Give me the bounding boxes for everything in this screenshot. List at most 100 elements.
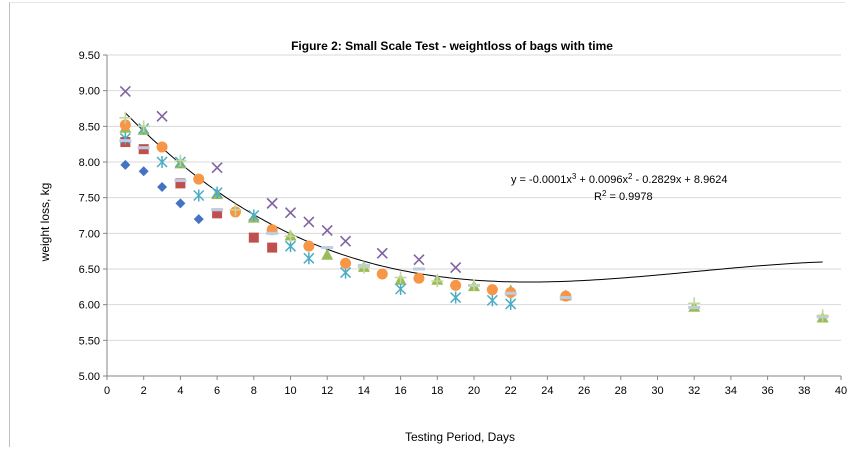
x-marker xyxy=(119,85,131,97)
y-tick-label: 6.50 xyxy=(79,264,100,276)
triangle-marker xyxy=(321,248,334,260)
diamond-marker xyxy=(157,181,168,192)
square-marker xyxy=(248,232,259,243)
diamond-marker xyxy=(138,166,149,177)
plus-marker xyxy=(174,154,187,167)
circle-marker xyxy=(340,257,352,269)
x-tick-label: 20 xyxy=(468,385,480,397)
plus-marker xyxy=(119,111,132,124)
x-tick-label: 18 xyxy=(431,385,443,397)
x-marker xyxy=(303,216,315,228)
star-marker xyxy=(505,297,517,310)
star-marker xyxy=(395,282,407,295)
plus-marker xyxy=(357,261,370,274)
x-tick-label: 34 xyxy=(725,385,737,397)
x-axis-title: Testing Period, Days xyxy=(405,430,515,444)
square-marker xyxy=(267,242,278,253)
dash-marker xyxy=(559,296,572,300)
plus-marker xyxy=(229,203,242,216)
diamond-marker xyxy=(193,214,204,225)
circle-marker xyxy=(450,279,462,291)
dash-marker xyxy=(412,267,425,271)
x-tick-label: 28 xyxy=(615,385,627,397)
star-marker xyxy=(211,186,223,199)
x-tick-label: 36 xyxy=(761,385,773,397)
circle-marker xyxy=(156,141,168,153)
x-tick-label: 32 xyxy=(688,385,700,397)
square-marker xyxy=(175,178,186,189)
plus-marker xyxy=(816,309,829,322)
plus-marker xyxy=(284,230,297,243)
x-marker xyxy=(450,262,462,274)
star-marker xyxy=(303,252,315,265)
x-tick-label: 24 xyxy=(541,385,553,397)
circle-marker xyxy=(119,119,131,131)
y-tick-label: 8.50 xyxy=(79,121,100,133)
y-tick-label: 6.00 xyxy=(79,300,100,312)
y-tick-label: 5.00 xyxy=(79,371,100,383)
circle-marker xyxy=(303,240,315,252)
dash-marker xyxy=(119,139,132,143)
star-marker xyxy=(248,209,260,222)
x-tick-label: 8 xyxy=(251,385,257,397)
trendline-equation: y = -0.0001x3 + 0.0096x2 - 0.2829x + 8.9… xyxy=(511,172,728,187)
x-tick-label: 0 xyxy=(104,385,110,397)
circle-marker xyxy=(413,272,425,284)
x-tick-label: 10 xyxy=(284,385,296,397)
x-tick-label: 2 xyxy=(141,385,147,397)
x-tick-label: 26 xyxy=(578,385,590,397)
y-tick-label: 8.00 xyxy=(79,157,100,169)
circle-marker xyxy=(486,284,498,296)
plus-marker xyxy=(431,275,444,288)
star-marker xyxy=(156,156,168,168)
plus-marker xyxy=(468,279,480,292)
y-tick-label: 9.00 xyxy=(79,86,100,98)
dash-marker xyxy=(137,146,150,150)
x-marker xyxy=(339,235,352,247)
data-points xyxy=(119,85,829,323)
x-tick-label: 38 xyxy=(798,385,810,397)
x-tick-label: 30 xyxy=(651,385,663,397)
trendline-r-squared: R2 = 0.9978 xyxy=(594,189,653,204)
square-marker xyxy=(212,208,223,219)
dash-marker xyxy=(504,291,517,295)
x-tick-label: 4 xyxy=(177,385,183,397)
x-tick-label: 6 xyxy=(214,385,220,397)
plus-marker xyxy=(137,120,150,133)
circle-marker xyxy=(376,268,388,280)
star-marker xyxy=(193,189,205,202)
x-tick-label: 14 xyxy=(358,385,370,397)
x-marker xyxy=(156,110,168,122)
x-marker xyxy=(413,254,425,266)
plus-marker xyxy=(394,271,407,284)
y-tick-label: 7.00 xyxy=(79,228,100,240)
x-tick-label: 16 xyxy=(394,385,406,397)
x-marker xyxy=(284,207,297,219)
dash-marker xyxy=(174,179,187,183)
gridlines xyxy=(107,54,841,341)
x-marker xyxy=(376,247,388,259)
x-marker xyxy=(321,224,333,237)
x-marker xyxy=(266,197,278,209)
chart-title: Figure 2: Small Scale Test - weightloss … xyxy=(291,39,613,53)
x-tick-label: 12 xyxy=(321,385,333,397)
x-marker xyxy=(211,162,223,174)
chart-frame xyxy=(9,2,845,447)
tick-labels: 5.00 5.50 6.00 6.50 7.00 7.50 8.00 8.50 9.00 9.50… xyxy=(79,50,848,397)
star-marker xyxy=(486,294,498,307)
y-tick-label: 5.50 xyxy=(79,335,100,347)
circle-marker xyxy=(193,173,205,185)
diamond-marker xyxy=(120,159,131,170)
plus-marker xyxy=(688,297,701,310)
x-tick-label: 40 xyxy=(835,385,847,397)
dash-marker xyxy=(321,246,334,250)
dash-marker xyxy=(211,208,224,212)
diamond-marker xyxy=(175,198,186,209)
dash-marker xyxy=(266,231,279,235)
y-tick-label: 7.50 xyxy=(79,193,100,205)
star-marker xyxy=(450,291,462,304)
y-axis-title: weight loss, kg xyxy=(38,183,52,263)
y-tick-label: 9.50 xyxy=(79,50,100,62)
x-tick-label: 22 xyxy=(505,385,517,397)
